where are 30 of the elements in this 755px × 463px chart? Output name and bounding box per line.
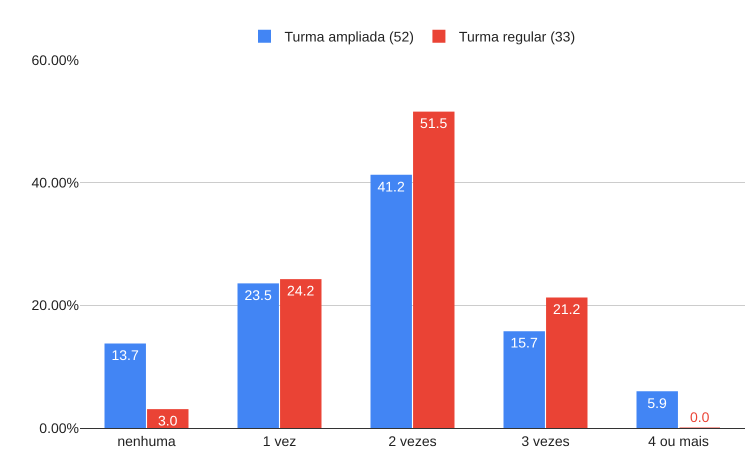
bar: [147, 409, 188, 428]
bar: [636, 391, 678, 428]
y-tick-label: 0.00%: [39, 420, 79, 436]
data-label: 41.2: [377, 178, 405, 194]
bar: [104, 343, 146, 428]
y-tick-label: 60.00%: [32, 52, 79, 68]
bar: [370, 174, 412, 428]
data-label: 3.0: [158, 412, 178, 429]
data-label: 51.5: [420, 115, 448, 132]
data-label: 24.2: [287, 282, 315, 299]
data-label: 5.9: [647, 394, 668, 411]
bar: [280, 279, 322, 428]
y-tick-label: 40.00%: [32, 174, 79, 191]
x-tick-label: 3 vezes: [521, 432, 570, 449]
data-label: 23.5: [244, 286, 272, 303]
x-tick-label: 1 vez: [262, 432, 296, 449]
bar: [238, 283, 279, 428]
data-label: 13.7: [111, 346, 139, 363]
x-tick-label: nenhuma: [117, 432, 176, 449]
legend-label: Turma regular (33): [458, 28, 576, 45]
bar: [546, 297, 588, 428]
x-tick-label: 2 vezes: [388, 432, 437, 449]
bar: [413, 112, 454, 428]
data-label: 21.2: [553, 300, 581, 317]
x-tick-label: 4 ou mais: [648, 432, 709, 449]
legend-label: Turma ampliada (52): [284, 28, 414, 45]
bar: [504, 331, 545, 428]
data-label: 15.7: [510, 334, 538, 351]
data-label: 0.0: [690, 409, 710, 425]
y-tick-label: 20.00%: [32, 297, 79, 314]
